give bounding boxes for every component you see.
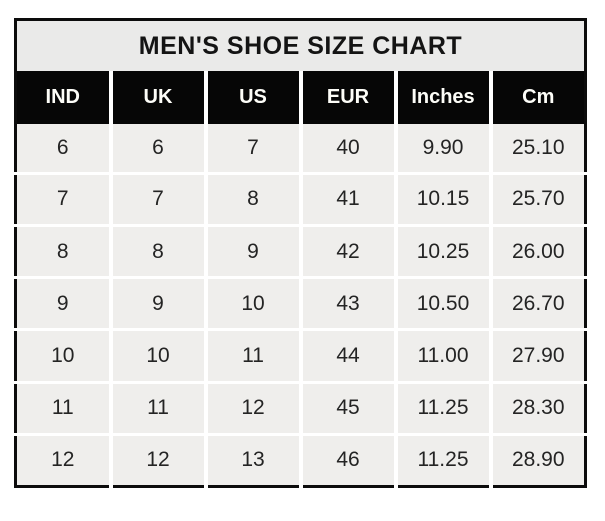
table-cell: 6 (15, 124, 113, 175)
column-header-ind: IND (15, 71, 113, 124)
column-header-cm: Cm (490, 71, 586, 124)
table-row: 7 7 8 41 10.15 25.70 (15, 173, 586, 227)
table-cell: 26.70 (490, 277, 586, 332)
table-cell: 11 (205, 329, 303, 384)
table-cell: 25.70 (490, 173, 586, 227)
table-cell: 10 (15, 329, 113, 384)
shoe-size-chart-table: MEN'S SHOE SIZE CHART IND UK US EUR Inch… (14, 18, 587, 488)
chart-title: MEN'S SHOE SIZE CHART (15, 19, 586, 71)
table-cell: 11 (110, 382, 208, 436)
table-cell: 8 (205, 173, 303, 227)
table-cell: 10 (205, 277, 303, 332)
table-cell: 8 (110, 225, 208, 280)
column-header-inches: Inches (395, 71, 493, 124)
table-row: 8 8 9 42 10.25 26.00 (15, 225, 586, 280)
table-cell: 41 (300, 173, 398, 227)
table-cell: 7 (205, 124, 303, 175)
table-cell: 10.50 (395, 277, 493, 332)
table-row: 9 9 10 43 10.50 26.70 (15, 277, 586, 332)
column-header-eur: EUR (300, 71, 398, 124)
table-cell: 12 (110, 434, 208, 487)
header-row: IND UK US EUR Inches Cm (15, 71, 586, 124)
column-header-uk: UK (110, 71, 208, 124)
table-cell: 42 (300, 225, 398, 280)
table-cell: 12 (205, 382, 303, 436)
table-cell: 13 (205, 434, 303, 487)
table-cell: 40 (300, 124, 398, 175)
table-cell: 9.90 (395, 124, 493, 175)
table-row: 11 11 12 45 11.25 28.30 (15, 382, 586, 436)
table-cell: 10.15 (395, 173, 493, 227)
title-row: MEN'S SHOE SIZE CHART (15, 19, 586, 71)
table-cell: 10.25 (395, 225, 493, 280)
table-cell: 8 (15, 225, 113, 280)
table-cell: 28.30 (490, 382, 586, 436)
table-row: 6 6 7 40 9.90 25.10 (15, 124, 586, 175)
table-cell: 28.90 (490, 434, 586, 487)
table-cell: 9 (110, 277, 208, 332)
table-cell: 11 (15, 382, 113, 436)
table-row: 10 10 11 44 11.00 27.90 (15, 329, 586, 384)
table-cell: 11.00 (395, 329, 493, 384)
table-cell: 46 (300, 434, 398, 487)
table-cell: 25.10 (490, 124, 586, 175)
table-cell: 9 (15, 277, 113, 332)
column-header-us: US (205, 71, 303, 124)
table-row: 12 12 13 46 11.25 28.90 (15, 434, 586, 487)
table-cell: 45 (300, 382, 398, 436)
table-cell: 9 (205, 225, 303, 280)
table-cell: 11.25 (395, 382, 493, 436)
table-cell: 44 (300, 329, 398, 384)
table-cell: 12 (15, 434, 113, 487)
table-cell: 43 (300, 277, 398, 332)
table-cell: 27.90 (490, 329, 586, 384)
table-cell: 6 (110, 124, 208, 175)
table-cell: 7 (15, 173, 113, 227)
table-cell: 10 (110, 329, 208, 384)
table-cell: 26.00 (490, 225, 586, 280)
table-cell: 7 (110, 173, 208, 227)
table-cell: 11.25 (395, 434, 493, 487)
